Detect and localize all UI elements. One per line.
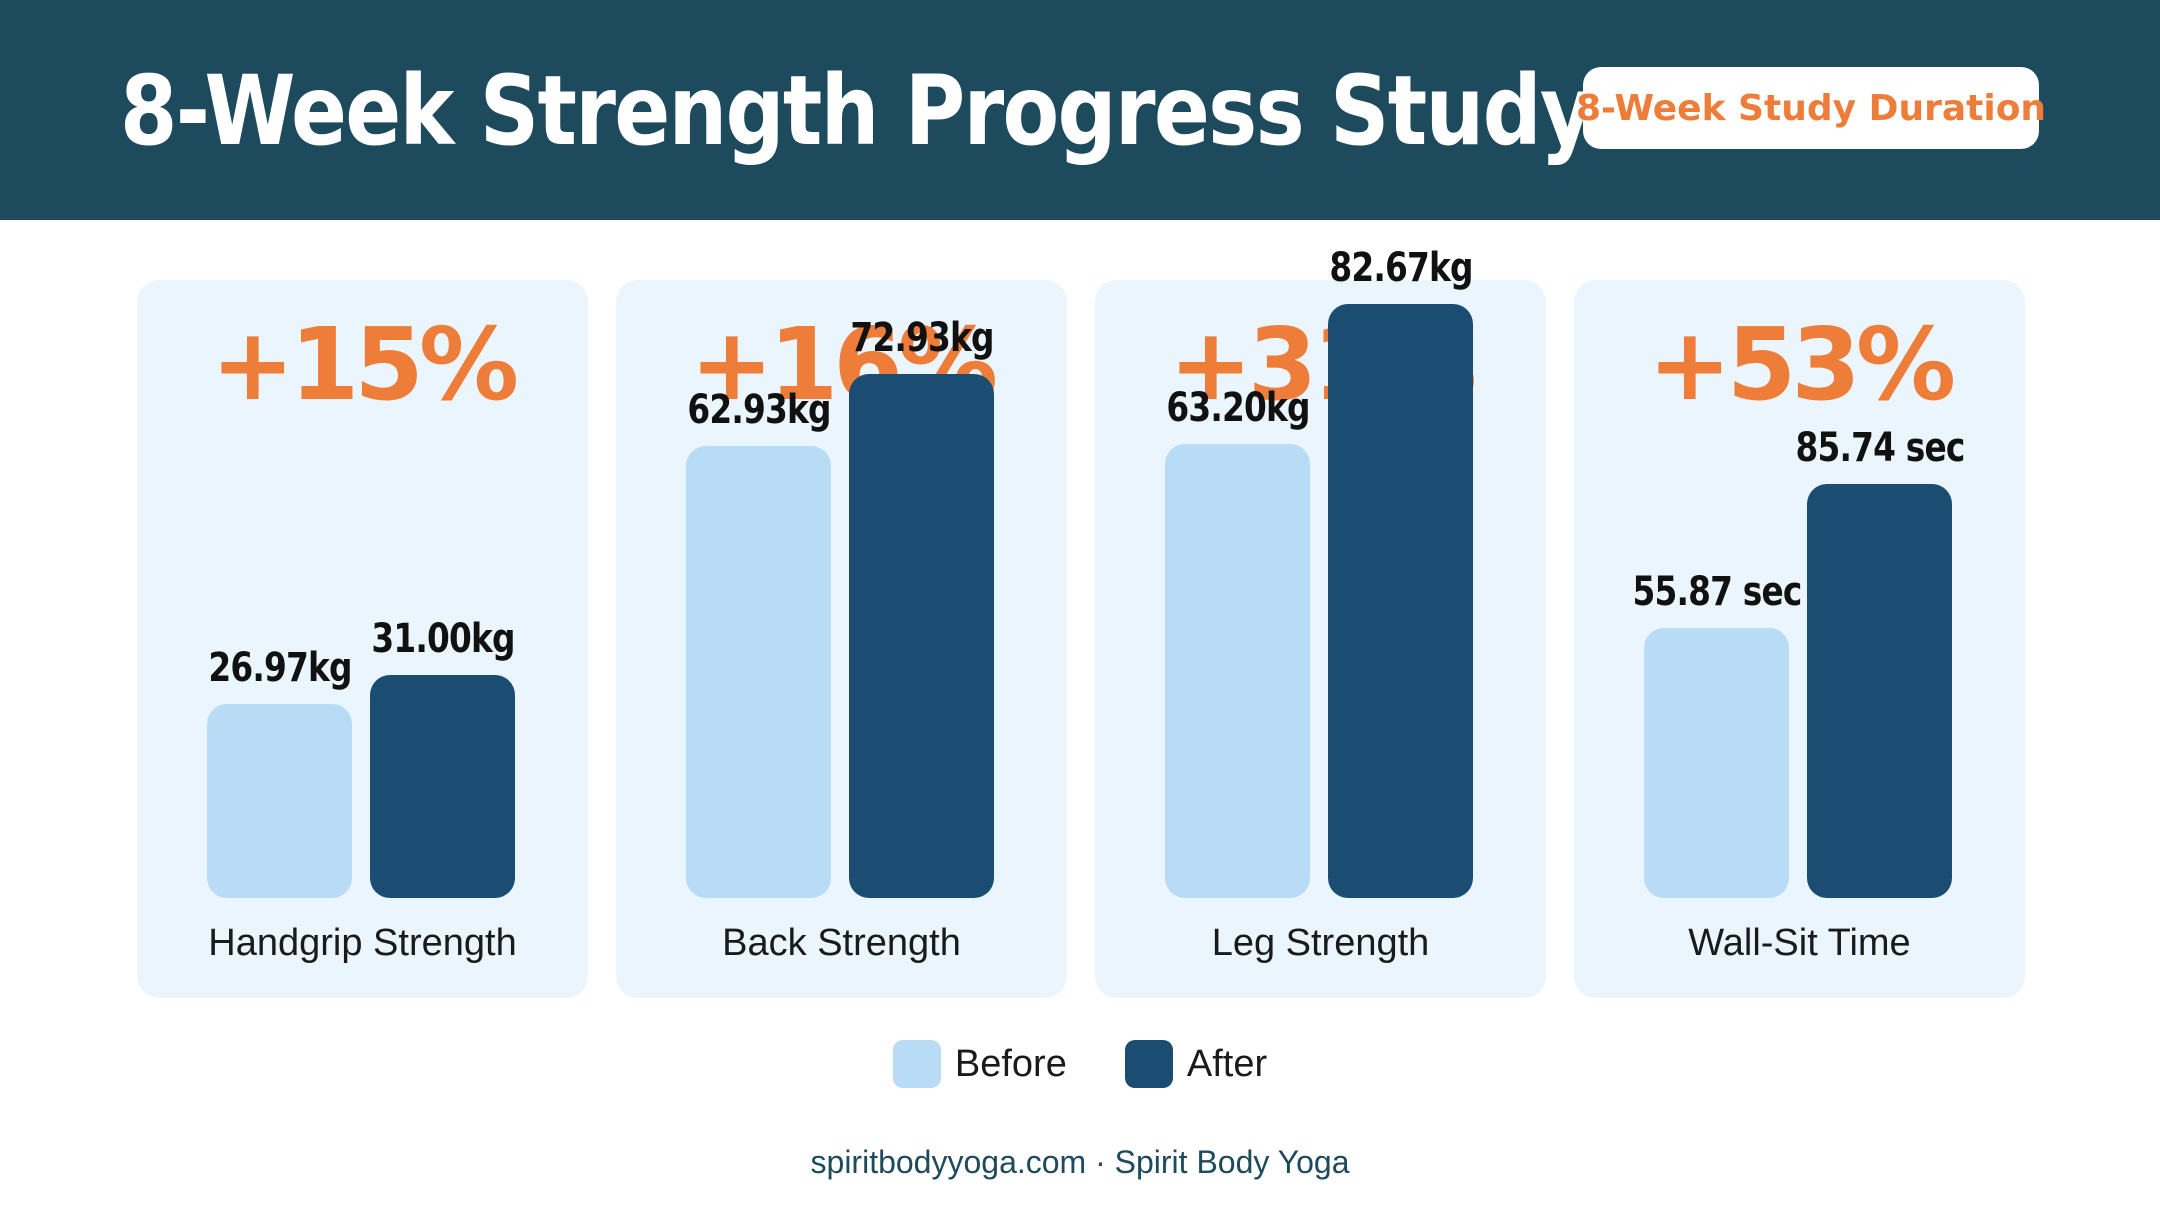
percent-change-label: +15% — [210, 306, 519, 423]
study-duration-badge: 8-Week Study Duration — [1576, 67, 2046, 149]
bar-after — [849, 374, 994, 898]
page-title: 8-Week Strength Progress Study — [120, 55, 1594, 167]
category-label: Handgrip Strength — [208, 922, 517, 964]
legend-swatch-after — [1124, 1040, 1173, 1088]
bar-value-label-after: 82.67kg — [1328, 245, 1473, 291]
bar-after — [1328, 304, 1473, 898]
legend-item-before: Before — [892, 1040, 1067, 1088]
legend-label-after: After — [1186, 1042, 1268, 1085]
bar-value-label-after: 31.00kg — [370, 616, 515, 662]
percent-change-label: +53% — [1647, 306, 1956, 423]
bar-value-label-before: 26.97kg — [207, 645, 352, 691]
panel-back-strength: +16% 62.93kg 72.93kg Back Strength — [616, 280, 1067, 998]
legend-swatch-before — [892, 1040, 941, 1088]
panel-leg-strength: +31% 63.20kg 82.67kg Leg Strength — [1095, 245, 1546, 998]
bar-before — [1644, 628, 1789, 898]
header-banner: 8-Week Strength Progress Study 8-Week St… — [0, 0, 2160, 220]
bar-before — [686, 446, 831, 898]
bar-value-label-after: 72.93kg — [849, 315, 994, 361]
bar-value-label-before: 55.87 sec — [1631, 569, 1802, 615]
bar-before — [1165, 444, 1310, 898]
category-label: Wall-Sit Time — [1688, 922, 1911, 964]
legend-label-before: Before — [954, 1042, 1067, 1085]
bar-after — [370, 675, 515, 898]
bar-value-label-after: 85.74 sec — [1794, 425, 1965, 471]
footer-credit: spiritbodyyoga.com · Spirit Body Yoga — [810, 1144, 1350, 1180]
bar-before — [207, 704, 352, 898]
category-label: Back Strength — [722, 922, 961, 964]
category-label: Leg Strength — [1211, 922, 1430, 964]
bar-after — [1807, 484, 1952, 898]
bar-value-label-before: 63.20kg — [1165, 385, 1310, 431]
legend-item-after: After — [1124, 1040, 1268, 1088]
bar-value-label-before: 62.93kg — [686, 387, 831, 433]
chart-legend: Before After — [0, 1040, 2160, 1088]
panel-handgrip-strength: +15% 26.97kg 31.00kg Handgrip Strength — [137, 280, 588, 998]
panel-wall-sit-time: +53% 55.87 sec 85.74 sec Wall-Sit Time — [1574, 280, 2025, 998]
